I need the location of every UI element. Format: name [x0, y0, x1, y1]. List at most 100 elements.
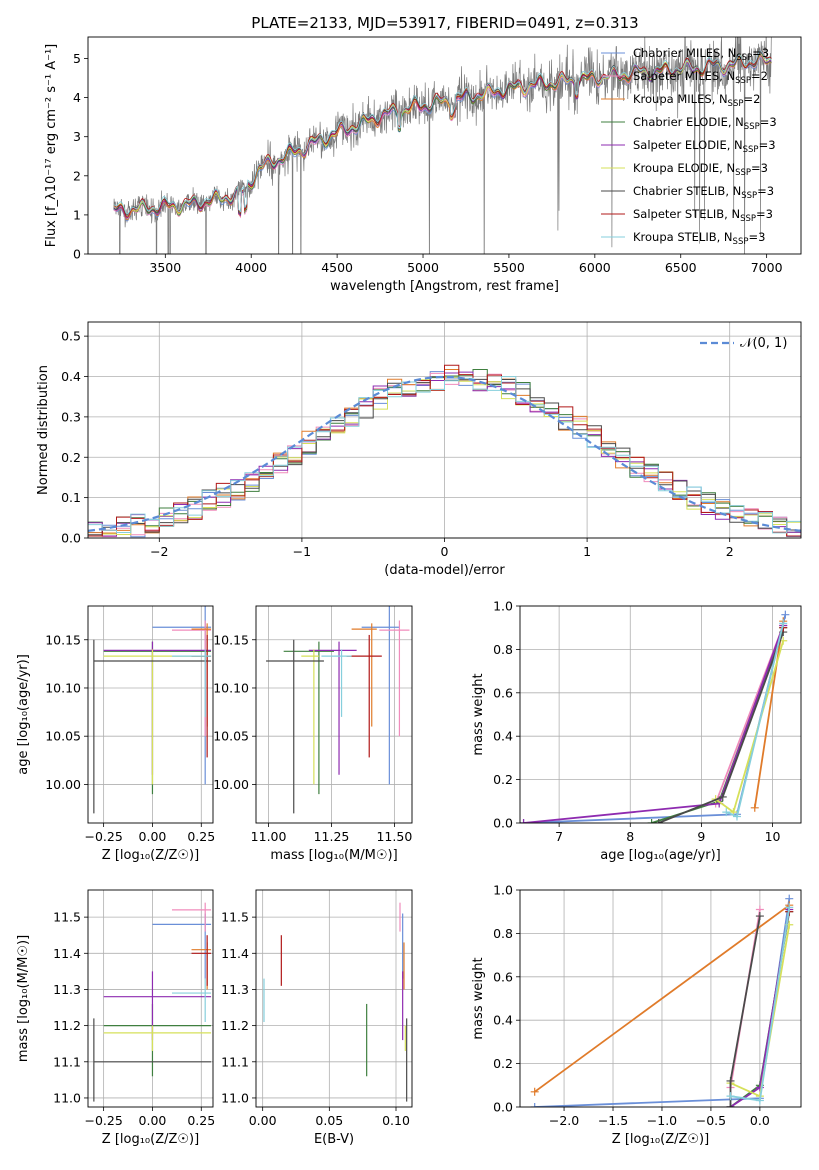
weight-marker [520, 819, 528, 823]
y-tick-label: 0.4 [493, 1013, 513, 1028]
x-tick-label: 11.50 [376, 829, 412, 844]
x-tick-label: 0.00 [139, 829, 167, 844]
plot-area [263, 902, 408, 1102]
weight-marker [530, 1087, 539, 1096]
plot-area [88, 364, 801, 538]
legend-label: Salpeter MILES, NSSP=2 [633, 69, 768, 86]
y-tick-label: 11.3 [53, 982, 81, 997]
x-tick-label: −2.0 [549, 1113, 579, 1128]
legend-label: Chabrier STELIB, NSSP=3 [633, 184, 774, 201]
weight-marker [726, 1103, 735, 1107]
x-tick-label: 1 [583, 544, 591, 559]
legend-label: Salpeter ELODIE, NSSP=3 [633, 138, 776, 155]
y-axis-label: mass weight [471, 957, 486, 1039]
y-tick-label: 4 [73, 90, 81, 105]
gaussian-curve [88, 375, 801, 532]
panel-age_vs_mass: 11.00 11.25 11.50 10.00 10.05 10.10 10.15 mass … [213, 605, 413, 863]
y-tick-label: 11.5 [53, 910, 81, 925]
y-tick-label: 11.0 [221, 1090, 249, 1105]
weight-line [651, 627, 785, 823]
x-tick-label: 0.10 [382, 1113, 410, 1128]
weight-marker [722, 808, 731, 817]
y-tick-label: 0.8 [493, 642, 513, 657]
y-tick-label: 1.0 [493, 883, 513, 898]
x-tick-label: −0.25 [84, 1113, 122, 1128]
model-line-salpeter-stelib [113, 50, 772, 218]
panel-residuals: −2 −1 0 1 2 0.0 0.1 0.2 0.3 0.4 0.5 (data-model)/er… [36, 321, 802, 578]
y-tick-label: 11.5 [221, 910, 249, 925]
x-tick-label: 0 [441, 544, 449, 559]
y-tick-label: 2 [73, 168, 81, 183]
axes-frame [87, 36, 802, 255]
x-tick-label: 6000 [579, 260, 611, 275]
weight-line [753, 621, 785, 808]
weight-line [534, 904, 790, 1093]
panel-weight_vs_Z: −2.0 −1.5 −1.0 −0.5 0.0 0.0 0.2 0.4 0.6 0.8 1.0 Z [… [471, 883, 802, 1147]
x-tick-label: 2 [726, 544, 734, 559]
y-tick-label: 0.8 [493, 926, 513, 941]
y-axis-label: age [log₁₀(age/yr)] [16, 654, 31, 775]
x-tick-label: 0.25 [187, 829, 215, 844]
y-tick-label: 11.2 [53, 1018, 81, 1033]
weight-marker [530, 1103, 539, 1107]
y-tick-label: 10.00 [213, 777, 249, 792]
weight-marker [726, 1092, 735, 1101]
y-tick-label: 10.00 [45, 777, 81, 792]
x-tick-label: −1.0 [647, 1113, 677, 1128]
y-tick-label: 10.05 [213, 729, 249, 744]
y-axis-label: Flux [f_λ10⁻¹⁷ erg cm⁻² s⁻¹ A⁻¹] [44, 44, 59, 248]
x-tick-label: 0.00 [249, 1113, 277, 1128]
y-tick-label: 0.4 [493, 729, 513, 744]
weight-marker [726, 1076, 735, 1085]
axes-frame [87, 605, 214, 824]
weight-marker [785, 903, 794, 912]
x-tick-label: −1.5 [598, 1113, 628, 1128]
y-tick-label: 11.2 [221, 1018, 249, 1033]
y-tick-label: 10.15 [213, 632, 249, 647]
x-tick-label: 4500 [321, 260, 353, 275]
x-tick-label: 6500 [665, 260, 697, 275]
x-axis-label: Z [log₁₀(Z/Z☉)] [102, 1132, 199, 1147]
weight-marker [781, 610, 790, 619]
y-tick-label: 0.4 [61, 369, 81, 384]
legend-label: Salpeter STELIB, NSSP=3 [633, 207, 773, 224]
y-tick-label: 11.4 [53, 946, 81, 961]
weight-line [523, 625, 785, 823]
histogram-step-kroupa-stelib [88, 376, 801, 538]
y-tick-label: 0.2 [493, 772, 513, 787]
plot-area [530, 894, 794, 1107]
data-spectrum-line [113, 37, 772, 254]
legend-label: Chabrier MILES, NSSP=3 [633, 46, 769, 63]
legend-label: Kroupa STELIB, NSSP=3 [633, 230, 765, 247]
x-tick-label: 0.25 [187, 1113, 215, 1128]
weight-marker [755, 1096, 764, 1105]
x-tick-label: 7 [555, 829, 563, 844]
y-tick-label: 0.6 [493, 685, 513, 700]
y-tick-label: 0.3 [61, 409, 81, 424]
panel-age_vs_Z: −0.25 0.00 0.25 10.00 10.05 10.10 10.15 Z [log₁… [16, 605, 215, 863]
y-tick-label: 0.6 [493, 969, 513, 984]
axes-frame [87, 889, 214, 1108]
x-tick-label: 9 [697, 829, 705, 844]
y-tick-label: 11.3 [221, 982, 249, 997]
weight-line [523, 614, 787, 823]
axes-frame [519, 889, 802, 1108]
x-axis-label: E(B-V) [314, 1132, 354, 1147]
x-tick-label: 11.00 [251, 829, 287, 844]
x-tick-label: 3500 [149, 260, 181, 275]
weight-marker [779, 619, 788, 628]
axes-frame [87, 321, 802, 539]
weight-marker [718, 792, 727, 801]
x-axis-label: Z [log₁₀(Z/Z☉)] [612, 1132, 709, 1147]
axes-frame [519, 605, 802, 824]
plot-area [520, 610, 790, 823]
x-tick-label: 0.00 [139, 1113, 167, 1128]
x-axis-label: Z [log₁₀(Z/Z☉)] [102, 848, 199, 863]
y-tick-label: 10.15 [45, 632, 81, 647]
x-tick-label: 7000 [751, 260, 783, 275]
y-tick-label: 0.5 [61, 329, 81, 344]
plot-area [93, 902, 212, 1102]
plot-area [266, 606, 410, 814]
axes-frame [255, 605, 413, 824]
y-tick-label: 3 [73, 129, 81, 144]
